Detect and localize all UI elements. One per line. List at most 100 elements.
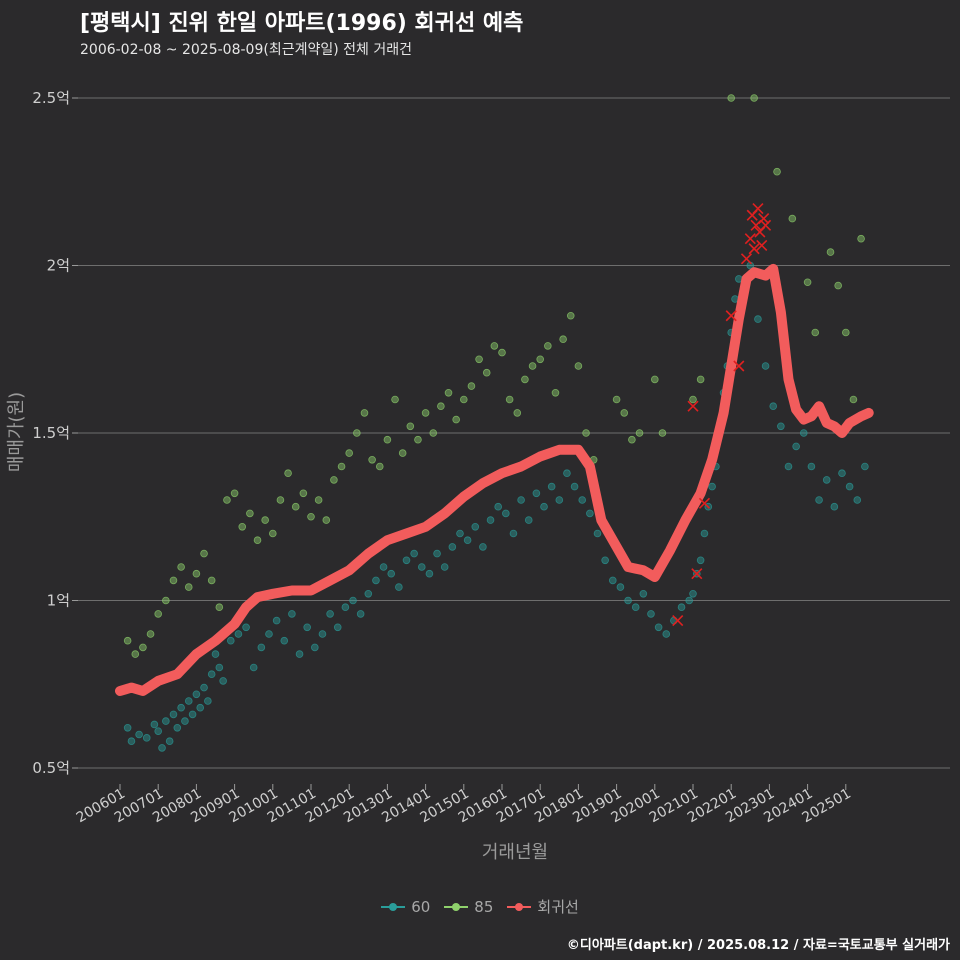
series-85-point <box>253 536 262 544</box>
series-60-point <box>494 502 502 511</box>
legend-item-85: 85 <box>444 898 493 916</box>
series-60-point <box>395 583 403 591</box>
series-60-point <box>685 596 693 605</box>
series-60-point <box>226 636 235 645</box>
series-85-point <box>330 476 338 484</box>
outlier-cross <box>744 233 756 245</box>
series-60-point <box>173 723 182 732</box>
series-85-point <box>276 496 285 504</box>
series-85-point <box>559 335 567 344</box>
outlier-cross <box>752 202 764 215</box>
series-60-point <box>318 630 327 638</box>
x-axis: 2006012007012008012009012010012011012012… <box>74 784 854 826</box>
series-60-point <box>784 462 793 471</box>
series-60-point <box>150 720 159 729</box>
series-60-point <box>123 723 132 732</box>
series-85-point <box>834 281 842 290</box>
series-60-point <box>341 603 350 611</box>
series-85-point <box>261 516 269 524</box>
series-85-point <box>246 509 254 518</box>
series-85-point <box>811 328 820 337</box>
series-85-point <box>398 449 407 457</box>
legend-label-60: 60 <box>411 897 431 916</box>
regression-line-path <box>115 263 874 696</box>
series-60-point <box>207 670 216 678</box>
series-85-point <box>467 382 476 390</box>
series-60-point <box>440 563 449 571</box>
series-85-point <box>368 455 376 464</box>
series-60-point <box>754 315 762 323</box>
series-85-point <box>238 522 247 531</box>
series-85-point <box>322 516 331 524</box>
series-60-point <box>608 576 617 585</box>
source-caption: ©디아파트(dapt.kr) / 2025.08.12 / 자료=국토교통부 실… <box>566 938 950 953</box>
series-60-point <box>192 690 201 699</box>
series-60-point <box>181 717 189 725</box>
series-85-point <box>345 449 354 457</box>
series-85-point <box>727 94 735 102</box>
series-85-point <box>658 429 667 437</box>
series-85-point <box>750 94 758 102</box>
series-60-point <box>845 482 854 491</box>
series-85-point <box>230 489 239 498</box>
series-85-point <box>551 388 560 397</box>
series-85-point <box>375 462 384 471</box>
series-60-point <box>830 502 839 511</box>
series-85-point <box>391 395 399 404</box>
series-85-point <box>406 422 415 431</box>
series-60-point <box>219 677 227 685</box>
series-60-point <box>215 663 224 672</box>
series-60-point <box>234 630 243 638</box>
series-85-point <box>498 348 506 357</box>
series-60-point <box>158 744 166 752</box>
series-85-point <box>490 342 499 350</box>
series-85-point <box>146 630 155 638</box>
series-85-point <box>612 395 621 404</box>
series-85-point <box>452 415 460 424</box>
series-60-point <box>647 610 655 618</box>
series-85-point <box>169 576 178 585</box>
series-60-point <box>777 422 785 431</box>
series-85-point <box>139 643 147 652</box>
series-85-point <box>528 362 537 370</box>
series-60-point <box>127 737 136 745</box>
series-60-point <box>662 630 671 638</box>
series-85-point <box>215 603 224 611</box>
series-85-point <box>582 429 590 437</box>
series-60-point <box>654 623 663 632</box>
outlier-cross <box>687 400 699 412</box>
series-85-point <box>444 388 453 397</box>
series-60-point <box>448 543 457 551</box>
series-85-point <box>437 402 445 411</box>
regression-line <box>115 263 874 696</box>
series-85-point <box>803 278 812 287</box>
series-85-point <box>184 583 193 591</box>
series-85-point <box>841 328 850 337</box>
series-60-point <box>838 469 846 478</box>
outlier-cross <box>725 310 737 322</box>
series-60-point <box>364 589 373 598</box>
outlier-cross <box>756 239 768 251</box>
series-60-point <box>349 596 357 605</box>
series-60-point <box>639 589 648 598</box>
series-60-point <box>807 462 816 471</box>
y-tick-label: 2.5억 <box>32 89 70 107</box>
series-60-point <box>135 730 143 739</box>
legend: 60 85 회귀선 <box>0 896 960 917</box>
series-85-point <box>849 395 858 404</box>
outlier-cross <box>672 615 684 627</box>
series-60-point <box>249 663 258 672</box>
series-85-point <box>353 429 361 437</box>
series-60-point <box>242 623 250 632</box>
series-60-point <box>696 556 705 565</box>
series-85-point <box>574 362 583 370</box>
series-60-point <box>601 556 609 565</box>
series-85-point <box>207 576 216 585</box>
legend-label-85: 85 <box>474 897 494 916</box>
series-60-point <box>555 496 564 504</box>
series-60-point <box>456 529 464 538</box>
series-60-point <box>792 442 800 451</box>
x-axis-title: 거래년월 <box>482 842 548 863</box>
legend-key-regression <box>507 899 532 915</box>
series-85-point <box>414 435 422 444</box>
